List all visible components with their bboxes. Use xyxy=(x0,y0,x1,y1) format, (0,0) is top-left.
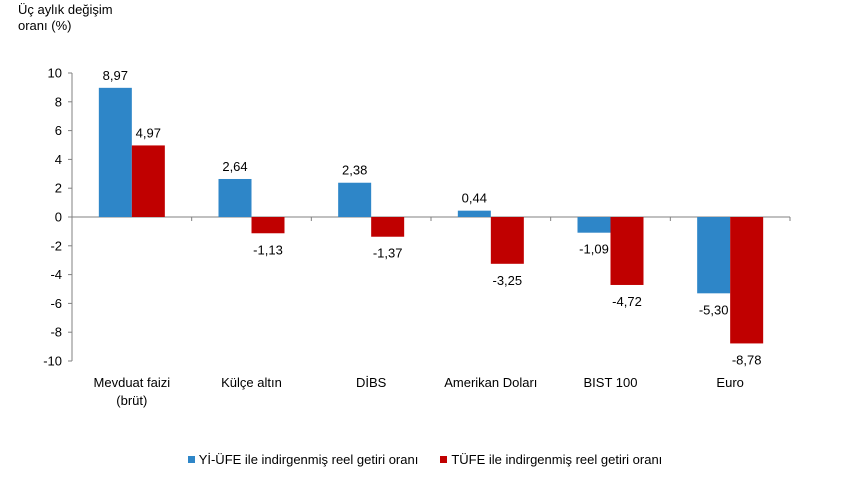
y-tick-label: -10 xyxy=(43,354,62,369)
x-category-label: DİBS xyxy=(356,375,387,390)
y-tick-label: 2 xyxy=(55,181,62,196)
y-tick-label: 0 xyxy=(55,210,62,225)
y-tick-label: 4 xyxy=(55,152,62,167)
legend-swatch-yi-ufe xyxy=(187,456,195,463)
bar-yi-ufe xyxy=(338,182,372,217)
data-label: -5,30 xyxy=(699,302,729,317)
legend-label-tufe: TÜFE ile indirgenmiş reel getiri oranı xyxy=(451,452,663,467)
bar-tufe xyxy=(730,217,764,344)
bar-yi-ufe xyxy=(98,87,132,217)
x-category-label: BIST 100 xyxy=(584,375,638,390)
y-tick-label: 8 xyxy=(55,94,62,109)
data-label: 2,38 xyxy=(342,163,367,178)
y-tick-label: 10 xyxy=(48,66,62,81)
data-label: -3,25 xyxy=(493,273,523,288)
data-label: -1,37 xyxy=(373,246,403,261)
y-tick-label: 6 xyxy=(55,123,62,138)
y-tick-label: -6 xyxy=(50,296,62,311)
y-axis-title-line1: Üç aylık değişim xyxy=(18,2,113,17)
data-label: 2,64 xyxy=(222,159,247,174)
x-category-label: Mevduat faizi xyxy=(94,375,171,390)
x-category-label: Amerikan Doları xyxy=(444,375,537,390)
x-category-label: (brüt) xyxy=(116,393,147,408)
data-label: -1,13 xyxy=(253,242,283,257)
legend-item-tufe: TÜFE ile indirgenmiş reel getiri oranı xyxy=(440,452,662,467)
legend-label-yi-ufe: Yİ-ÜFE ile indirgenmiş reel getiri oranı xyxy=(198,452,419,467)
y-axis-title-line2: oranı (%) xyxy=(18,18,72,33)
bar-yi-ufe xyxy=(577,217,611,233)
x-category-label: Külçe altın xyxy=(221,375,282,390)
y-tick-label: -4 xyxy=(50,267,62,282)
y-tick-label: -8 xyxy=(50,325,62,340)
bar-tufe xyxy=(490,217,524,264)
legend-swatch-tufe xyxy=(440,456,448,463)
bar-yi-ufe xyxy=(697,217,731,294)
data-label: 0,44 xyxy=(462,191,487,206)
bar-tufe xyxy=(371,217,405,237)
data-label: 8,97 xyxy=(103,68,128,83)
legend-item-yi-ufe: Yİ-ÜFE ile indirgenmiş reel getiri oranı xyxy=(187,452,419,467)
y-axis-title: Üç aylık değişim oranı (%) xyxy=(18,2,113,34)
y-tick-label: -2 xyxy=(50,238,62,253)
bar-tufe xyxy=(251,217,285,234)
data-label: -8,78 xyxy=(732,352,762,367)
x-category-label: Euro xyxy=(716,375,743,390)
data-label: -1,09 xyxy=(579,242,609,257)
bar-tufe xyxy=(131,145,165,217)
bar-yi-ufe xyxy=(457,210,491,217)
data-label: 4,97 xyxy=(136,125,161,140)
legend: Yİ-ÜFE ile indirgenmiş reel getiri oranı… xyxy=(0,452,850,467)
bar-tufe xyxy=(610,217,644,285)
data-label: -4,72 xyxy=(612,294,642,309)
bar-yi-ufe xyxy=(218,178,252,217)
